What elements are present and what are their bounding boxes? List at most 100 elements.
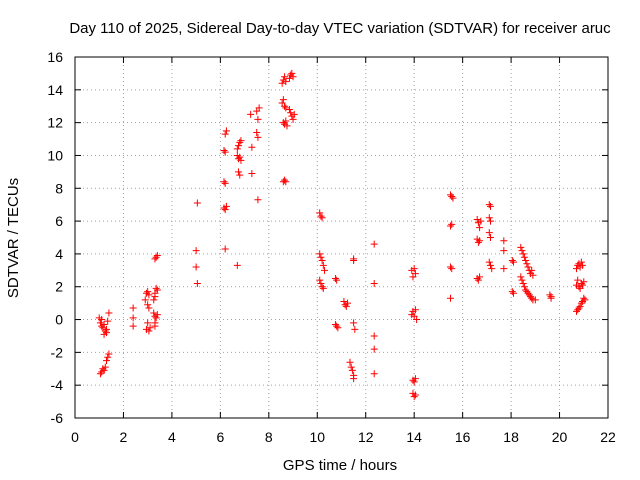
data-point	[235, 168, 243, 176]
data-point	[520, 283, 528, 291]
x-tick-label: 20	[552, 429, 568, 445]
data-point	[287, 109, 295, 117]
data-point	[522, 256, 530, 264]
data-point	[347, 363, 355, 371]
data-point	[346, 358, 354, 366]
data-point	[476, 224, 484, 232]
data-point	[285, 106, 293, 114]
data-point	[105, 350, 113, 358]
data-point	[350, 375, 358, 383]
data-point	[485, 214, 493, 222]
data-point	[236, 138, 244, 146]
data-point	[411, 306, 419, 314]
data-point	[485, 201, 493, 209]
data-point	[254, 196, 262, 204]
data-point	[233, 261, 241, 269]
data-point	[370, 240, 378, 248]
data-point	[221, 245, 229, 253]
data-point	[153, 286, 161, 294]
data-point	[102, 329, 110, 337]
x-tick-label: 12	[358, 429, 374, 445]
data-point	[528, 294, 536, 302]
data-point	[104, 353, 112, 361]
x-tick-label: 10	[309, 429, 325, 445]
data-point	[410, 378, 418, 386]
data-point	[152, 314, 160, 322]
data-point	[351, 325, 359, 333]
data-point	[145, 291, 153, 299]
data-point	[289, 73, 297, 81]
data-point	[151, 293, 159, 301]
data-point	[102, 357, 110, 365]
data-point	[237, 137, 245, 145]
data-point	[520, 253, 528, 261]
data-point	[500, 247, 508, 255]
data-point	[319, 261, 327, 269]
data-point	[485, 229, 493, 237]
data-point	[508, 256, 516, 264]
plot-frame	[74, 56, 609, 419]
data-point	[96, 370, 104, 378]
y-axis-title: SDTVAR / TECUs	[5, 178, 22, 298]
data-point	[279, 96, 287, 104]
data-point	[282, 117, 290, 125]
data-point	[317, 279, 325, 287]
data-point	[316, 209, 324, 217]
y-tick-label: 12	[47, 115, 63, 131]
y-tick-label: 4	[55, 246, 63, 262]
data-point	[281, 102, 289, 110]
data-point	[510, 258, 518, 266]
data-point	[370, 332, 378, 340]
data-point	[519, 279, 527, 287]
data-point	[150, 296, 158, 304]
y-tick-label: -2	[51, 344, 64, 360]
data-point	[348, 366, 356, 374]
data-point	[247, 110, 255, 118]
data-point	[290, 110, 298, 118]
data-point	[477, 217, 485, 225]
data-point	[255, 104, 263, 112]
data-point	[350, 319, 358, 327]
data-point	[101, 327, 109, 335]
data-point	[129, 314, 137, 322]
data-point	[288, 69, 296, 77]
data-point	[411, 270, 419, 278]
data-point	[508, 288, 516, 296]
data-point	[236, 153, 244, 161]
data-point	[331, 275, 339, 283]
data-point	[580, 278, 588, 286]
data-point	[340, 297, 348, 305]
data-point	[333, 322, 341, 330]
data-point	[144, 288, 152, 296]
data-point	[342, 302, 350, 310]
data-point	[413, 316, 421, 324]
data-point	[129, 304, 137, 312]
data-point	[100, 366, 108, 374]
data-point	[220, 178, 228, 186]
data-point	[316, 250, 324, 258]
data-point	[448, 192, 456, 200]
data-point	[370, 370, 378, 378]
data-point	[547, 294, 555, 302]
grid	[75, 57, 608, 418]
data-point	[579, 261, 587, 269]
data-point	[221, 206, 229, 214]
data-point	[500, 237, 508, 245]
y-tick-label: 0	[55, 312, 63, 328]
data-point	[281, 73, 289, 81]
data-point	[577, 258, 585, 266]
data-point	[448, 265, 456, 273]
data-point	[150, 309, 158, 317]
data-point	[248, 143, 256, 151]
data-point	[344, 299, 352, 307]
data-point	[447, 294, 455, 302]
data-point	[517, 273, 525, 281]
data-point	[318, 214, 326, 222]
data-point	[528, 266, 536, 274]
data-point	[473, 215, 481, 223]
data-point	[101, 363, 109, 371]
data-points	[95, 69, 589, 401]
x-tick-label: 22	[600, 429, 616, 445]
data-point	[98, 316, 106, 324]
